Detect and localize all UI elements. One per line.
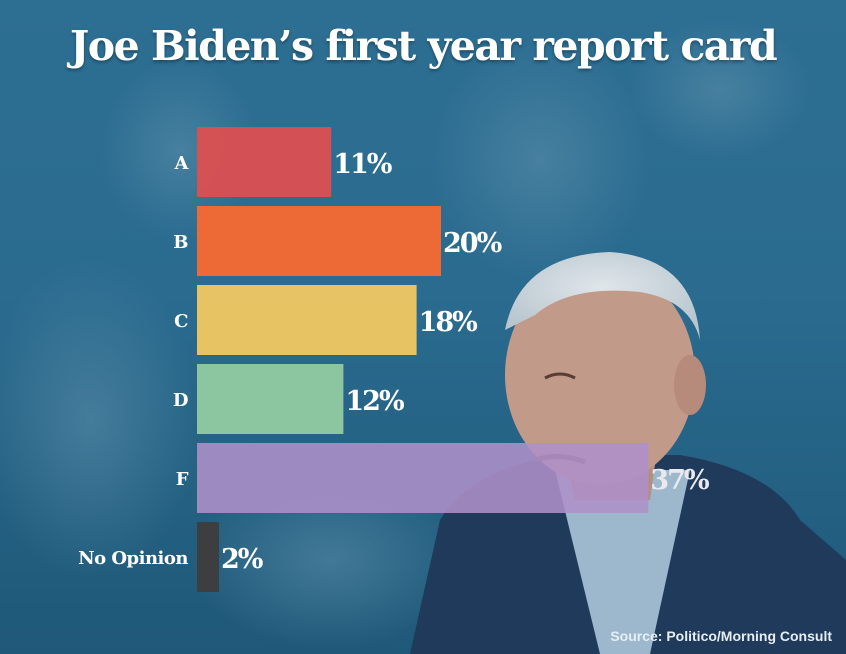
category-label: B xyxy=(173,232,188,253)
bar-no-opinion xyxy=(197,522,219,592)
value-label: 37% xyxy=(650,465,709,496)
category-label: F xyxy=(176,469,189,490)
category-label: D xyxy=(173,390,188,411)
value-label: 12% xyxy=(345,386,404,417)
bar-a xyxy=(197,127,332,197)
value-label: 18% xyxy=(419,307,478,338)
bar-d xyxy=(197,364,344,434)
bar-f xyxy=(197,443,649,513)
category-label: C xyxy=(174,311,188,332)
value-label: 2% xyxy=(221,544,263,575)
value-label: 20% xyxy=(443,228,502,259)
category-label: No Opinion xyxy=(78,548,188,569)
bar-b xyxy=(197,206,441,276)
value-label: 11% xyxy=(333,149,392,180)
chart-title: Joe Biden’s first year report card xyxy=(69,22,778,70)
bar-c xyxy=(197,285,417,355)
source-note: Source: Politico/Morning Consult xyxy=(610,628,832,644)
category-label: A xyxy=(174,153,190,174)
